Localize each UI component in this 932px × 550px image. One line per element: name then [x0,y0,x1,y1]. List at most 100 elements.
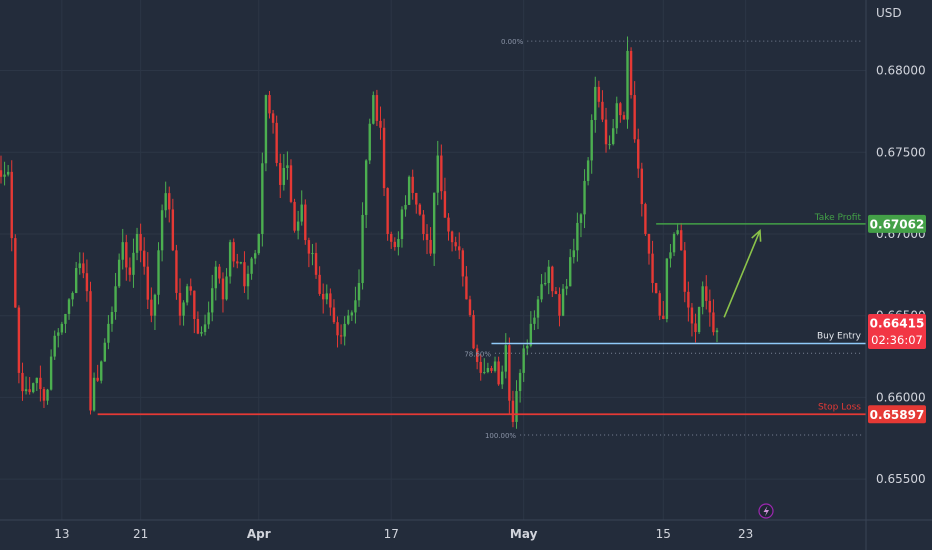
candle [497,356,500,386]
candle [475,344,479,370]
candle [318,266,321,296]
candle [339,324,343,345]
target-arrow[interactable] [723,230,761,318]
candle [590,114,593,174]
candle [526,339,529,356]
candle [662,301,665,320]
candle [615,96,618,134]
candle [443,177,447,218]
candle [533,310,536,331]
candle [644,202,647,236]
candle [633,81,636,143]
candle [501,365,504,389]
candle [569,249,572,287]
buy-entry-text: Buy Entry [817,331,862,341]
candle [96,364,99,382]
candle [132,238,135,288]
candle [211,274,214,322]
candle [257,233,260,256]
candle [504,333,507,379]
candle [647,233,651,265]
candle [289,159,293,204]
candle [629,47,633,99]
candle [300,190,303,226]
candle [0,155,3,184]
svg-text:02:36:07: 02:36:07 [871,333,923,347]
candle [14,234,17,308]
candle [228,239,232,284]
candle [196,311,200,335]
candle [604,107,608,153]
candle [386,187,389,241]
candle [558,287,561,327]
candle [579,213,583,238]
candle [3,161,6,186]
candle [203,314,207,336]
candle [490,365,493,374]
lightning-icon[interactable] [758,503,774,519]
candle [554,287,558,295]
take-profit-price-label: 0.67062 [868,214,926,233]
candle [275,115,278,167]
candle [46,388,49,405]
candle [89,281,92,415]
svg-text:0.65897: 0.65897 [870,408,925,422]
candle [654,282,658,294]
candle [404,195,407,217]
candle [418,203,422,216]
price-tick-label: 0.68000 [876,64,926,78]
candle [461,248,465,287]
candle [712,299,715,336]
grid-lines [0,0,866,520]
candle [250,256,253,280]
candle [117,253,121,289]
candle [447,213,450,241]
candle [32,382,35,394]
candle [322,283,325,314]
candle [658,290,661,321]
candle [368,118,371,165]
candle [350,310,354,322]
candle [125,234,128,281]
candle [483,358,486,375]
candle [665,258,669,323]
candle [139,223,142,263]
candle [42,386,46,408]
candle [253,249,257,265]
candle [683,242,686,303]
candle [268,90,271,119]
candle [432,192,436,266]
candle [518,369,522,403]
candle [640,162,644,217]
candle [536,296,540,330]
time-tick-label: 23 [738,527,753,541]
candle [304,199,307,245]
fib-0-line-label: 0.00% [501,38,524,46]
candle [597,80,601,108]
candle [601,90,604,123]
candle [701,281,704,315]
candle [687,281,690,322]
candle [178,278,182,326]
candle [236,253,239,269]
candle [78,252,81,275]
candle [357,269,361,307]
time-tick-label: 21 [133,527,148,541]
current-price-label: 0.66415 02:36:07 [868,314,926,350]
candle [264,94,268,172]
candle [705,275,708,310]
candle [71,291,74,307]
candle [486,362,490,374]
candle [611,119,615,146]
candle [364,159,368,229]
candle [135,227,139,261]
stop-loss-text: Stop Loss [818,402,861,412]
candle [651,240,654,293]
candle [411,169,414,200]
candle [708,289,712,327]
time-axis[interactable]: 13 21 Apr 17 May 15 23 [54,527,753,541]
candle [325,284,328,305]
candle [397,231,400,256]
candle [637,128,640,178]
